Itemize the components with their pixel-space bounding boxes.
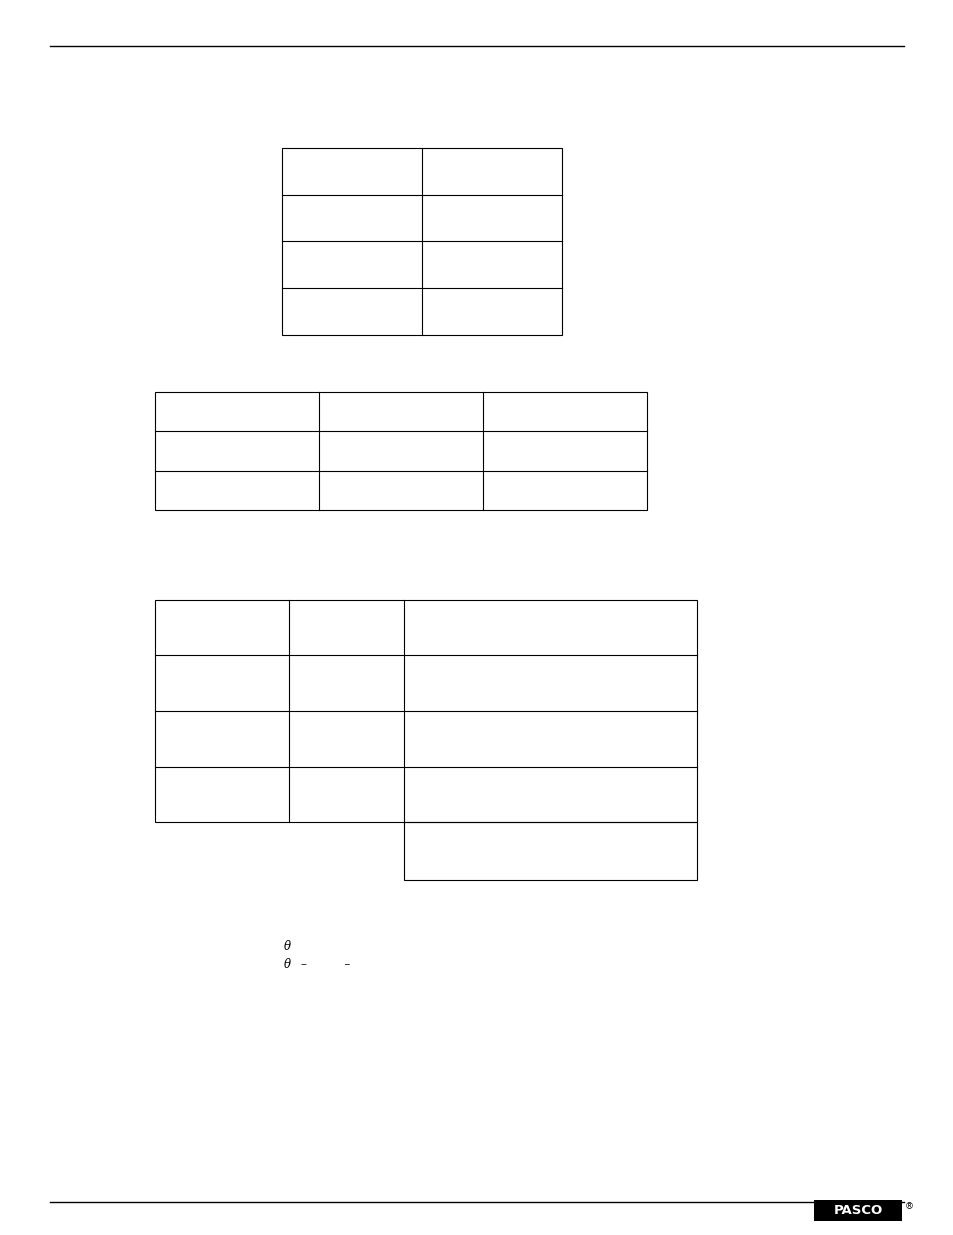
- Bar: [154, 600, 697, 823]
- Text: –          –: – –: [301, 958, 350, 972]
- Bar: [404, 823, 697, 881]
- Bar: [282, 148, 561, 335]
- Bar: [813, 1199, 901, 1220]
- Bar: [154, 391, 646, 510]
- Text: θ: θ: [284, 958, 291, 972]
- Text: θ: θ: [284, 941, 291, 953]
- Text: ®: ®: [903, 1202, 913, 1212]
- Text: PASCO: PASCO: [833, 1203, 882, 1216]
